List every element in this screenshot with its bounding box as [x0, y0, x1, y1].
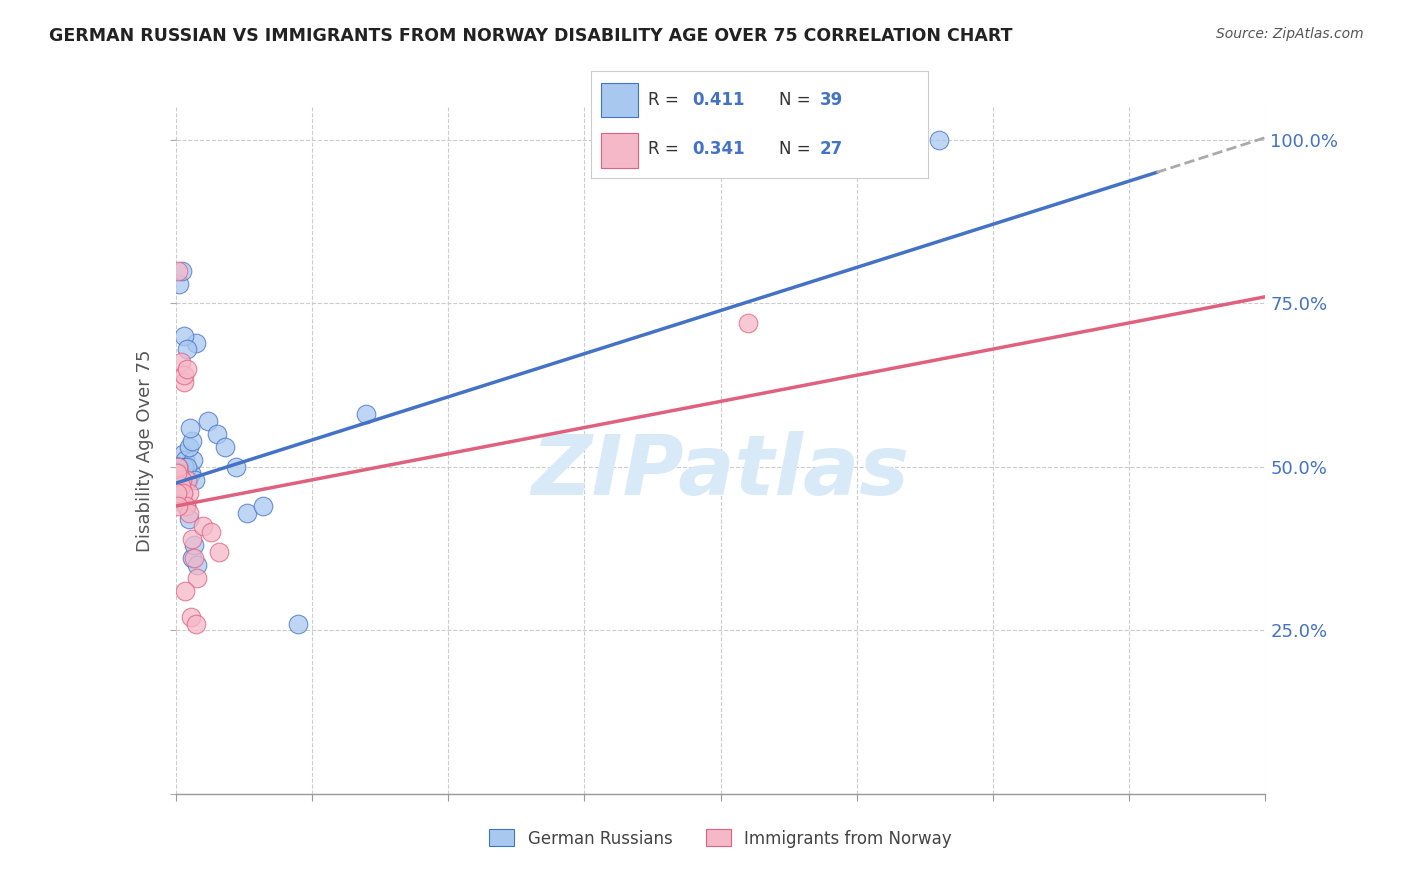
Text: 27: 27: [820, 141, 844, 159]
Point: [170, 473, 193, 487]
Point: [170, 263, 193, 277]
Point: [179, 420, 201, 434]
Point: [191, 518, 214, 533]
Text: GERMAN RUSSIAN VS IMMIGRANTS FROM NORWAY DISABILITY AGE OVER 75 CORRELATION CHAR: GERMAN RUSSIAN VS IMMIGRANTS FROM NORWAY…: [49, 27, 1012, 45]
Point: [173, 329, 195, 343]
Point: [172, 486, 194, 500]
Point: [167, 459, 190, 474]
Point: [166, 486, 188, 500]
Point: [176, 459, 198, 474]
Text: 0.341: 0.341: [692, 141, 744, 159]
Point: [177, 473, 200, 487]
Point: [208, 545, 231, 559]
Point: [186, 335, 208, 350]
Text: N =: N =: [779, 91, 817, 109]
Point: [184, 473, 207, 487]
Point: [170, 479, 193, 493]
Point: [235, 506, 257, 520]
Text: ZIPatlas: ZIPatlas: [531, 431, 910, 512]
Point: [177, 512, 200, 526]
Point: [186, 616, 208, 631]
Text: R =: R =: [648, 91, 683, 109]
Point: [174, 453, 197, 467]
Point: [167, 459, 190, 474]
Point: [200, 525, 222, 540]
Point: [181, 434, 204, 448]
Point: [172, 486, 194, 500]
Point: [205, 427, 228, 442]
Point: [169, 479, 191, 493]
Point: [176, 342, 198, 356]
Point: [186, 558, 208, 572]
Point: [179, 440, 201, 454]
Point: [183, 551, 205, 566]
Point: [180, 610, 202, 624]
Point: [180, 551, 202, 566]
Point: [174, 499, 197, 513]
Text: 39: 39: [820, 91, 844, 109]
Point: [173, 459, 195, 474]
Point: [928, 133, 950, 147]
Point: [167, 263, 190, 277]
Point: [166, 467, 188, 481]
Point: [167, 277, 190, 291]
Point: [180, 532, 202, 546]
Point: [169, 459, 191, 474]
Point: [176, 473, 198, 487]
Point: [167, 499, 190, 513]
Text: R =: R =: [648, 141, 683, 159]
Text: Source: ZipAtlas.com: Source: ZipAtlas.com: [1216, 27, 1364, 41]
Point: [167, 479, 190, 493]
Point: [176, 361, 198, 376]
FancyBboxPatch shape: [600, 134, 638, 168]
Point: [287, 616, 309, 631]
Y-axis label: Disability Age Over 75: Disability Age Over 75: [136, 349, 155, 552]
Point: [252, 499, 274, 513]
Point: [166, 473, 188, 487]
Point: [173, 368, 195, 383]
Point: [183, 538, 205, 552]
Point: [214, 440, 236, 454]
Text: 0.411: 0.411: [692, 91, 744, 109]
Point: [197, 414, 219, 428]
Legend: German Russians, Immigrants from Norway: German Russians, Immigrants from Norway: [482, 822, 959, 855]
Point: [169, 473, 191, 487]
Point: [180, 467, 202, 481]
Point: [170, 355, 193, 369]
Point: [173, 375, 195, 389]
Point: [183, 453, 205, 467]
Point: [174, 584, 197, 599]
Point: [186, 571, 208, 585]
Point: [177, 506, 200, 520]
Point: [172, 447, 194, 461]
Point: [167, 459, 190, 474]
Point: [737, 316, 759, 330]
Point: [225, 459, 247, 474]
Point: [179, 486, 201, 500]
Point: [166, 467, 188, 481]
Text: N =: N =: [779, 141, 817, 159]
FancyBboxPatch shape: [600, 83, 638, 118]
Point: [174, 499, 197, 513]
Point: [356, 408, 378, 422]
Point: [167, 467, 190, 481]
